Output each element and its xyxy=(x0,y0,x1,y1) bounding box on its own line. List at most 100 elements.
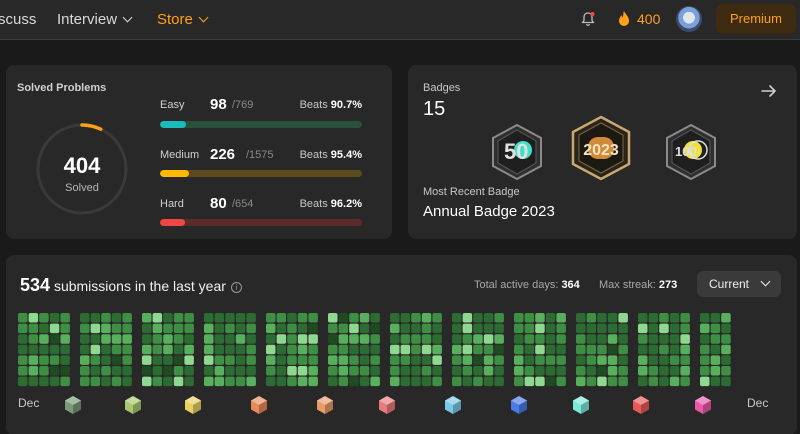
monthly-badge-icon[interactable] xyxy=(124,395,142,415)
heatmap-day[interactable] xyxy=(483,313,494,323)
heatmap-day[interactable] xyxy=(266,313,276,323)
heatmap-day[interactable] xyxy=(276,376,287,387)
heatmap-day[interactable] xyxy=(638,313,648,323)
heatmap-day[interactable] xyxy=(432,376,442,387)
heatmap-day[interactable] xyxy=(246,366,256,376)
heatmap-day[interactable] xyxy=(235,323,246,334)
heatmap-day[interactable] xyxy=(225,344,235,355)
heatmap-day[interactable] xyxy=(80,366,90,376)
heatmap-day[interactable] xyxy=(235,334,246,344)
heatmap-day[interactable] xyxy=(494,323,504,334)
heatmap-day[interactable] xyxy=(669,313,680,323)
heatmap-day[interactable] xyxy=(545,323,556,334)
heatmap-day[interactable] xyxy=(514,366,524,376)
heatmap-day[interactable] xyxy=(648,334,659,344)
heatmap-day[interactable] xyxy=(370,323,380,334)
monthly-badge-icon[interactable] xyxy=(572,395,590,415)
heatmap-day[interactable] xyxy=(308,313,318,323)
heatmap-day[interactable] xyxy=(204,355,214,365)
heatmap-day[interactable] xyxy=(39,323,49,334)
heatmap-day[interactable] xyxy=(173,344,184,355)
heatmap-day[interactable] xyxy=(297,313,308,323)
heatmap-day[interactable] xyxy=(556,313,566,323)
heatmap-day[interactable] xyxy=(411,355,421,365)
heatmap-day[interactable] xyxy=(390,344,400,355)
heatmap-day[interactable] xyxy=(111,323,122,334)
heatmap-day[interactable] xyxy=(597,323,607,334)
heatmap-day[interactable] xyxy=(90,376,101,387)
heatmap-day[interactable] xyxy=(483,323,494,334)
heatmap-day[interactable] xyxy=(618,344,628,355)
heatmap-day[interactable] xyxy=(452,344,462,355)
heatmap-day[interactable] xyxy=(494,366,504,376)
info-icon[interactable]: i xyxy=(230,282,242,293)
heatmap-day[interactable] xyxy=(328,366,338,376)
heatmap-day[interactable] xyxy=(411,344,421,355)
heatmap-day[interactable] xyxy=(349,334,359,344)
heatmap-day[interactable] xyxy=(349,366,359,376)
heatmap-day[interactable] xyxy=(297,355,308,365)
heatmap-day[interactable] xyxy=(204,323,214,334)
heatmap-day[interactable] xyxy=(473,334,483,344)
heatmap-day[interactable] xyxy=(535,376,545,387)
heatmap-day[interactable] xyxy=(60,376,70,387)
heatmap-day[interactable] xyxy=(700,344,710,355)
heatmap-day[interactable] xyxy=(421,323,432,334)
heatmap-day[interactable] xyxy=(680,344,690,355)
heatmap-day[interactable] xyxy=(184,323,194,334)
heatmap-day[interactable] xyxy=(370,344,380,355)
heatmap-day[interactable] xyxy=(152,376,163,387)
heatmap-day[interactable] xyxy=(18,366,28,376)
heatmap-day[interactable] xyxy=(266,355,276,365)
heatmap-day[interactable] xyxy=(142,366,152,376)
heatmap-day[interactable] xyxy=(359,355,370,365)
heatmap-day[interactable] xyxy=(618,355,628,365)
heatmap-day[interactable] xyxy=(359,313,370,323)
heatmap-day[interactable] xyxy=(359,366,370,376)
heatmap-day[interactable] xyxy=(90,323,101,334)
heatmap-day[interactable] xyxy=(18,334,28,344)
heatmap-day[interactable] xyxy=(576,323,586,334)
heatmap-day[interactable] xyxy=(400,366,411,376)
heatmap-day[interactable] xyxy=(235,355,246,365)
year-select[interactable]: Current xyxy=(697,271,781,297)
heatmap-day[interactable] xyxy=(246,323,256,334)
50-days-badge[interactable]: 50 xyxy=(488,123,546,181)
heatmap-day[interactable] xyxy=(432,313,442,323)
heatmap-day[interactable] xyxy=(204,344,214,355)
heatmap-day[interactable] xyxy=(607,344,618,355)
heatmap-day[interactable] xyxy=(638,355,648,365)
heatmap-day[interactable] xyxy=(173,355,184,365)
heatmap-day[interactable] xyxy=(163,334,173,344)
heatmap-day[interactable] xyxy=(90,344,101,355)
heatmap-day[interactable] xyxy=(659,323,669,334)
heatmap-day[interactable] xyxy=(39,376,49,387)
heatmap-day[interactable] xyxy=(710,376,721,387)
heatmap-day[interactable] xyxy=(163,376,173,387)
heatmap-day[interactable] xyxy=(235,313,246,323)
heatmap-day[interactable] xyxy=(659,344,669,355)
heatmap-day[interactable] xyxy=(432,344,442,355)
heatmap-day[interactable] xyxy=(235,366,246,376)
heatmap-day[interactable] xyxy=(421,355,432,365)
heatmap-day[interactable] xyxy=(28,366,39,376)
heatmap-day[interactable] xyxy=(421,366,432,376)
heatmap-day[interactable] xyxy=(204,366,214,376)
heatmap-day[interactable] xyxy=(328,334,338,344)
heatmap-day[interactable] xyxy=(246,313,256,323)
heatmap-day[interactable] xyxy=(576,334,586,344)
heatmap-day[interactable] xyxy=(576,366,586,376)
monthly-badge-icon[interactable] xyxy=(694,395,712,415)
heatmap-day[interactable] xyxy=(111,366,122,376)
heatmap-day[interactable] xyxy=(421,344,432,355)
heatmap-day[interactable] xyxy=(39,344,49,355)
heatmap-day[interactable] xyxy=(49,366,60,376)
heatmap-day[interactable] xyxy=(338,355,349,365)
heatmap-day[interactable] xyxy=(411,313,421,323)
heatmap-day[interactable] xyxy=(659,313,669,323)
heatmap-day[interactable] xyxy=(338,313,349,323)
heatmap-day[interactable] xyxy=(90,334,101,344)
heatmap-day[interactable] xyxy=(18,355,28,365)
heatmap-day[interactable] xyxy=(545,334,556,344)
arrow-right-icon[interactable] xyxy=(760,82,778,100)
